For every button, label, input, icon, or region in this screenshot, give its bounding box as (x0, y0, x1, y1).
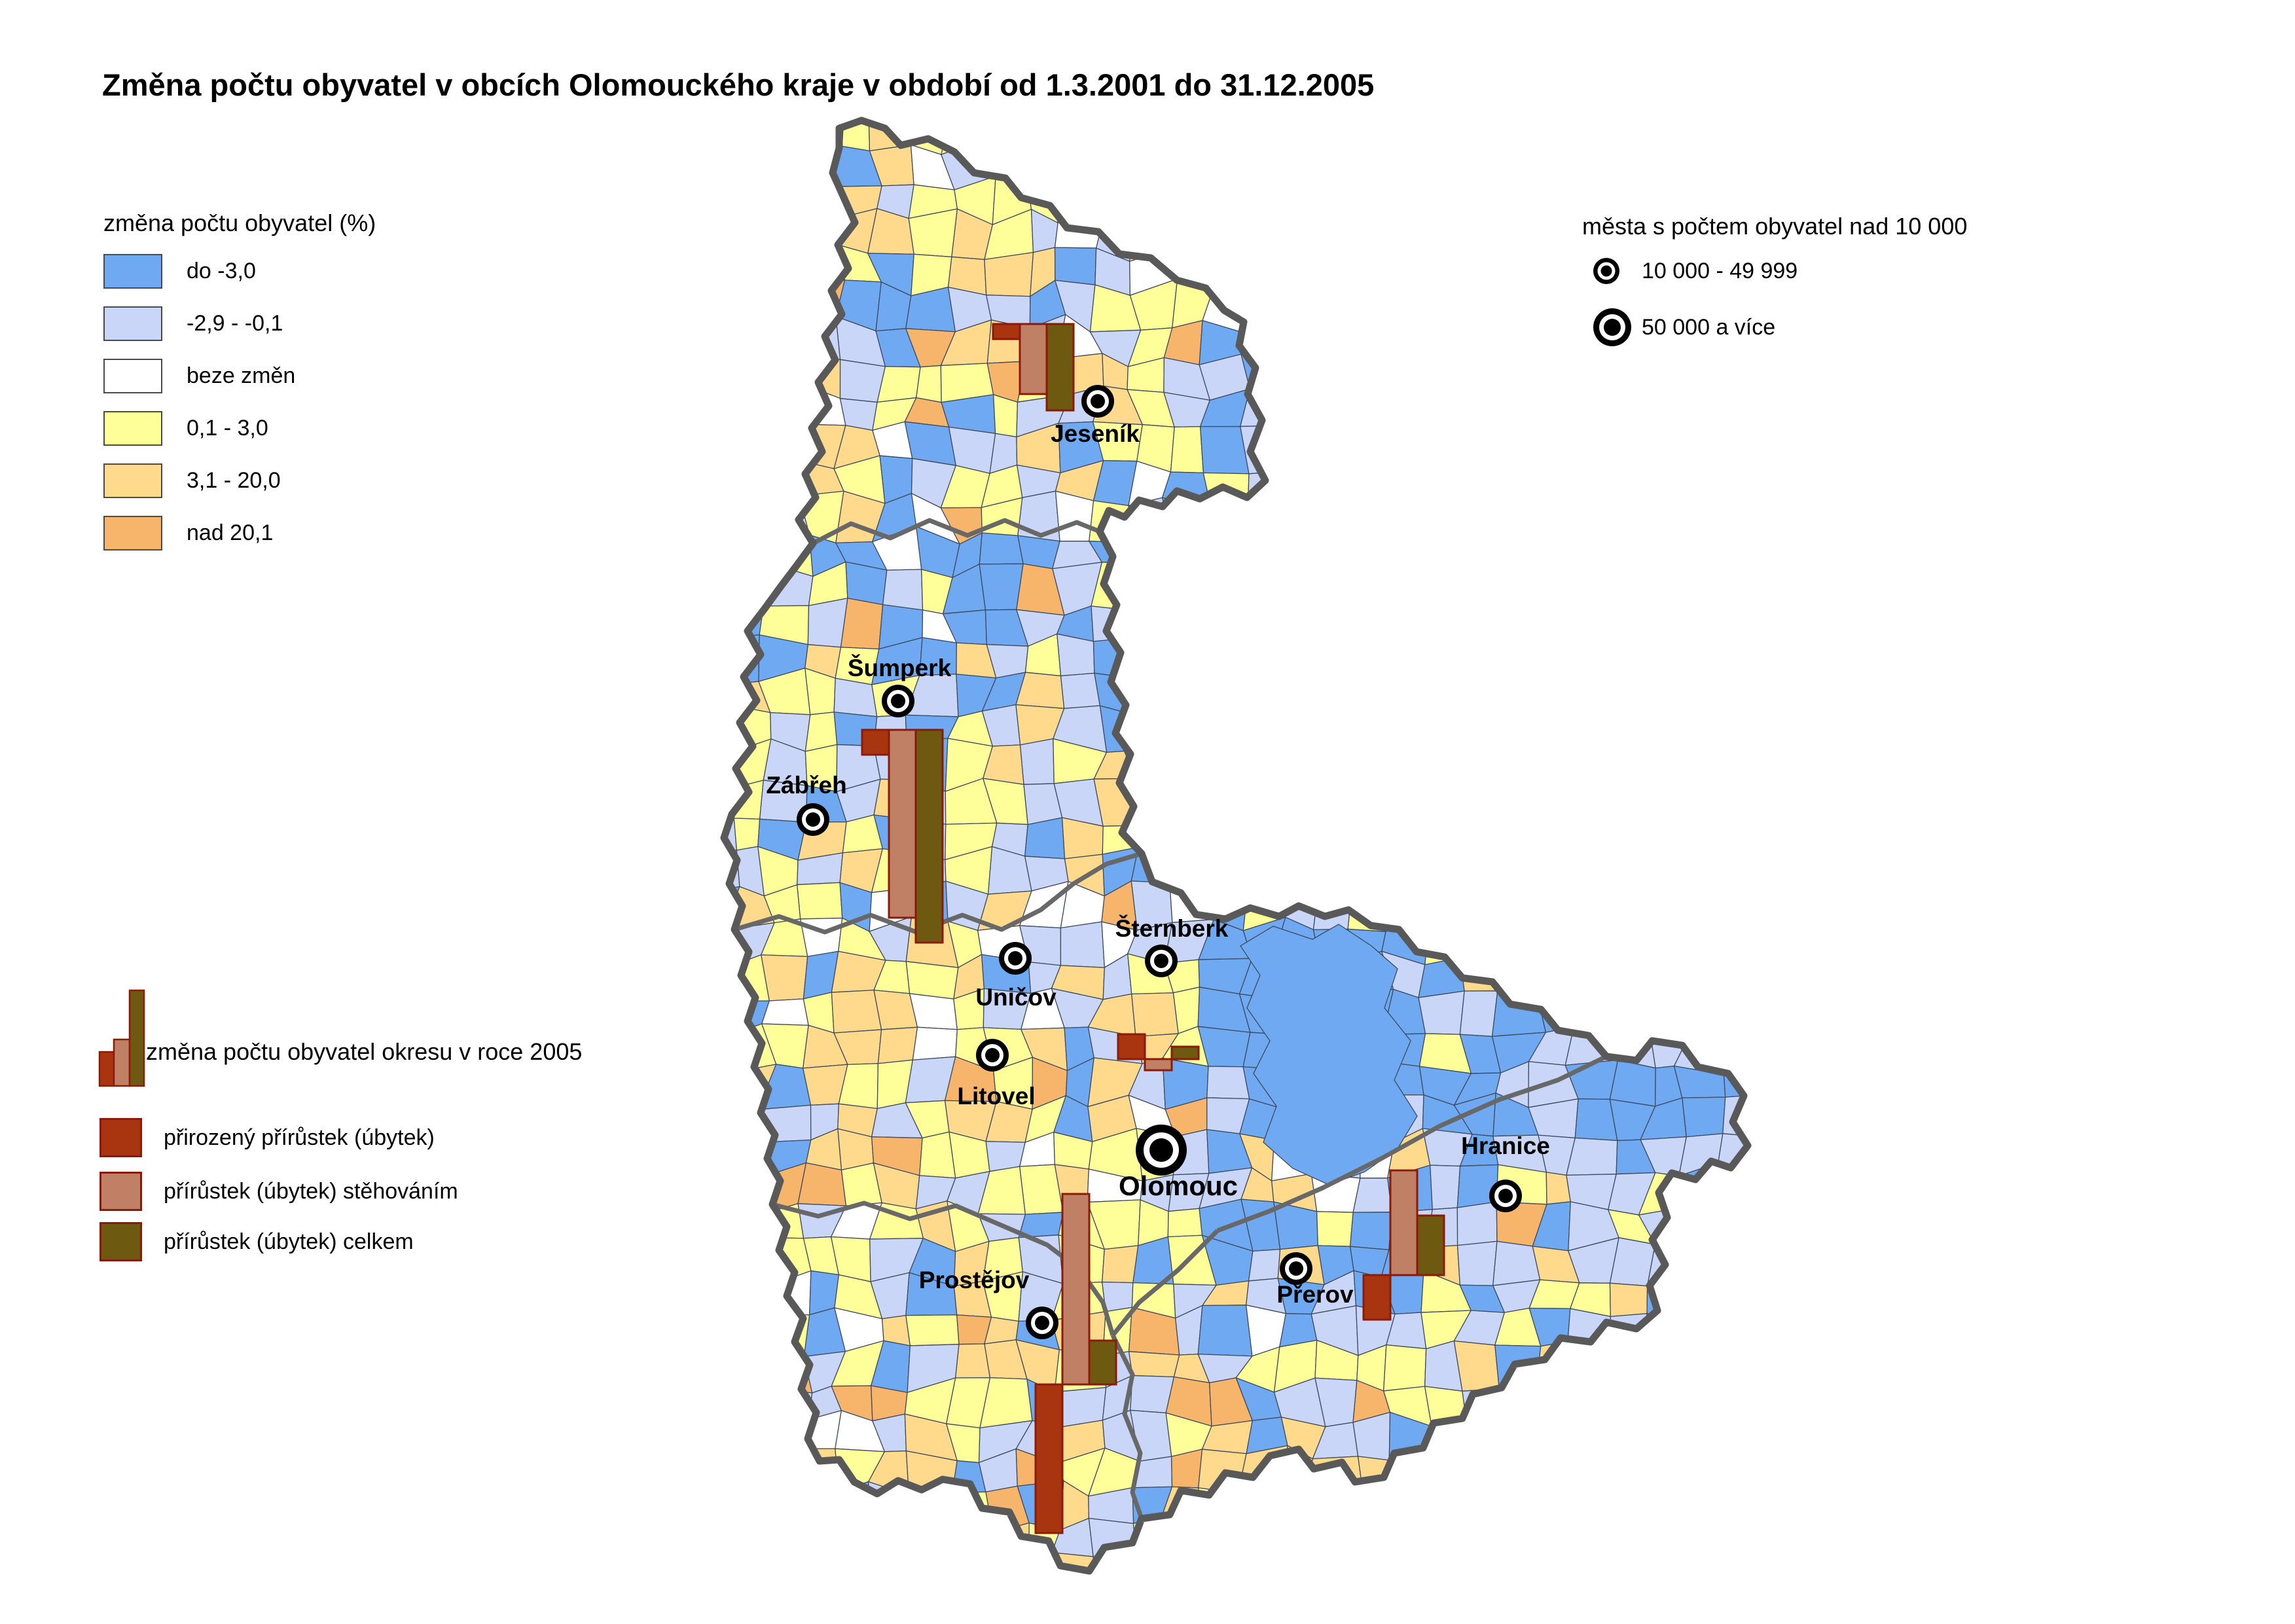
legend-change-label: 3,1 - 20,0 (187, 468, 281, 493)
legend-change-swatch (103, 463, 162, 498)
district-chart-prostějov (1034, 1193, 1117, 1534)
city-marker-jeseník: Jeseník (1051, 385, 1140, 447)
city-label-uničov: Uničov (975, 984, 1057, 1011)
city-marker-přerov: Přerov (1276, 1252, 1354, 1308)
district-boundary (1216, 1054, 1608, 1233)
city-marker-prostějov: Prostějov (919, 1267, 1058, 1339)
city-label-hranice: Hranice (1461, 1132, 1550, 1159)
city-marker-hranice: Hranice (1461, 1132, 1550, 1212)
chart-bar (888, 729, 917, 919)
district-boundary (1111, 1229, 1220, 1337)
legend-change-swatch (103, 306, 162, 341)
legend-change-title: změna počtu obyvatel (%) (103, 209, 376, 236)
city-label-litovel: Litovel (957, 1083, 1035, 1110)
city-label-olomouc: Olomouc (1119, 1170, 1238, 1201)
chart-bar (1362, 1274, 1392, 1321)
page-title: Změna počtu obyvatel v obcích Olomouckéh… (102, 67, 1375, 102)
district-boundary (812, 518, 1101, 546)
legend-change-label: 0,1 - 3,0 (187, 416, 268, 441)
city-label-přerov: Přerov (1276, 1281, 1354, 1308)
city-marker-zábřeh: Zábřeh (766, 772, 847, 836)
chart-bar (1061, 1193, 1091, 1386)
legend-cities-label: 10 000 - 49 999 (1642, 258, 1798, 283)
chart-bar (1019, 323, 1048, 395)
legend-bars-label: přírůstek (úbytek) celkem (164, 1229, 414, 1254)
chart-bar (1088, 1339, 1117, 1386)
chart-bar (1144, 1058, 1173, 1072)
legend-change-swatch (103, 516, 162, 550)
chart-bar (1045, 323, 1075, 412)
chart-bar (1170, 1045, 1200, 1060)
legend-cities-title: města s počtem obyvatel nad 10 000 (1582, 213, 1968, 240)
city-label-prostějov: Prostějov (919, 1267, 1030, 1293)
chart-bar (861, 729, 890, 756)
district-chart-olomouc (1117, 1033, 1200, 1072)
city-label-jeseník: Jeseník (1051, 420, 1140, 447)
chart-bar (1416, 1214, 1445, 1276)
legend-change-label: do -3,0 (187, 259, 256, 283)
chart-bar (1389, 1169, 1419, 1276)
chart-bar (1034, 1383, 1064, 1534)
legend-bars-label: přírůstek (úbytek) stěhováním (164, 1178, 458, 1204)
legend-bars-swatch (99, 1172, 142, 1211)
city-label-šumperk: Šumperk (848, 654, 952, 681)
district-boundary (772, 1200, 1115, 1337)
chart-bar (992, 323, 1021, 340)
city-size-symbol-small (1593, 258, 1619, 284)
legend-change-swatch (103, 254, 162, 289)
region-outline (720, 117, 1752, 1575)
district-boundary (1110, 1334, 1144, 1520)
legend-bars-title: změna počtu obyvatel okresu v roce 2005 (146, 1038, 583, 1065)
legend-bars-swatch (99, 1118, 142, 1157)
district-boundary (734, 851, 1142, 935)
city-size-symbol-large (1593, 308, 1631, 346)
large-blue-municipality (1240, 924, 1418, 1185)
legend-bars-swatch (99, 1222, 142, 1261)
legend-change-label: nad 20,1 (187, 520, 274, 545)
district-chart-přerov (1362, 1169, 1445, 1321)
legend-bars-label: přirozený přírůstek (úbytek) (164, 1125, 435, 1150)
city-marker-šternberk: Šternberk (1115, 914, 1229, 977)
city-marker-šumperk: Šumperk (848, 654, 952, 717)
chart-bar (1117, 1033, 1146, 1060)
legend-bars-icon (98, 989, 145, 1087)
legend-cities-label: 50 000 a více (1642, 314, 1776, 340)
legend-change-swatch (103, 359, 162, 393)
city-marker-litovel: Litovel (957, 1039, 1036, 1110)
chart-bar (914, 729, 944, 944)
city-label-šternberk: Šternberk (1115, 914, 1229, 942)
legend-change-label: beze změn (187, 363, 296, 388)
district-chart-šumperk (861, 729, 944, 944)
district-chart-jeseník (992, 323, 1075, 412)
city-marker-uničov: Uničov (975, 942, 1057, 1011)
legend-change-label: -2,9 - -0,1 (187, 311, 283, 336)
legend-cities-symbol (1593, 308, 1631, 350)
legend-cities-symbol (1593, 258, 1619, 287)
legend-change-swatch (103, 411, 162, 446)
city-marker-olomouc: Olomouc (1119, 1125, 1238, 1201)
city-label-zábřeh: Zábřeh (766, 772, 846, 799)
